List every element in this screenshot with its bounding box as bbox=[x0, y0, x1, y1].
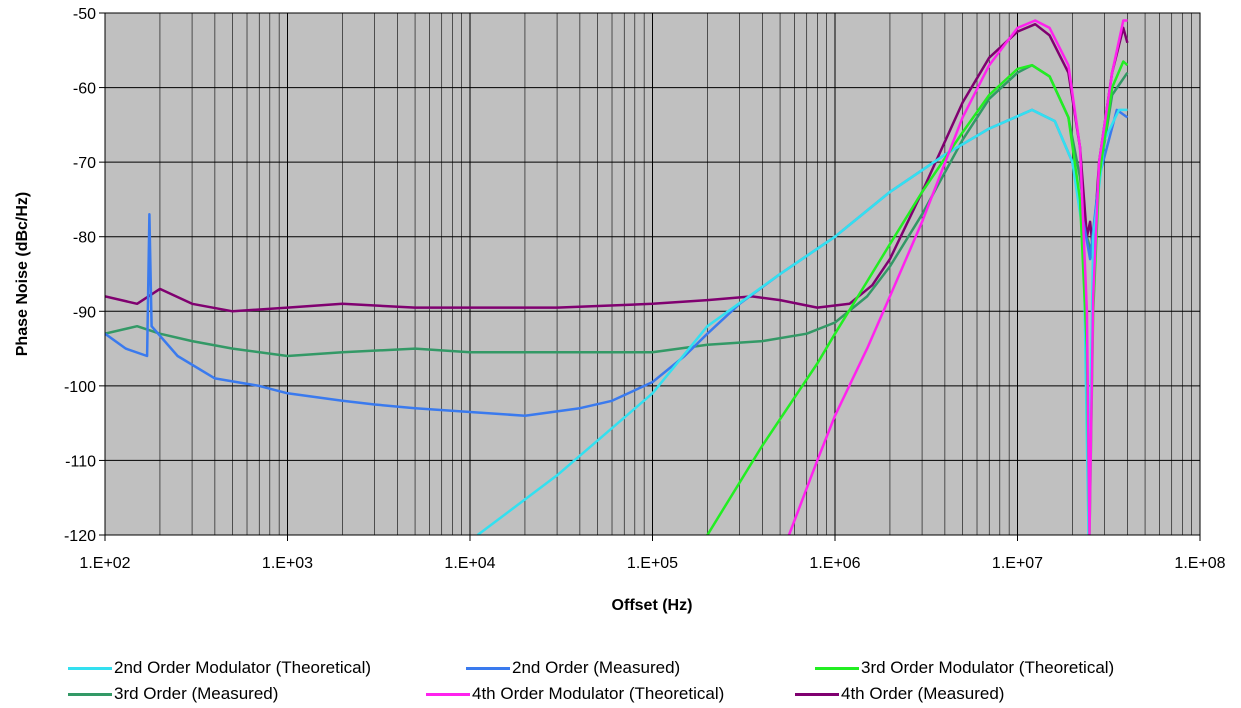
chart-legend: 2nd Order Modulator (Theoretical) 2nd Or… bbox=[60, 650, 1220, 708]
y-tick-label: -100 bbox=[64, 379, 96, 396]
x-tick-label: 1.E+03 bbox=[262, 555, 313, 572]
legend-label: 3rd Order Modulator (Theoretical) bbox=[861, 658, 1115, 677]
y-tick-labels: -50 -60 -70 -80 -90 -100 -110 -120 bbox=[64, 6, 105, 545]
x-tick-label: 1.E+06 bbox=[809, 555, 860, 572]
x-tick-label: 1.E+02 bbox=[79, 555, 130, 572]
legend-label: 3rd Order (Measured) bbox=[114, 684, 279, 703]
legend-item-4th-order-measured[interactable]: 4th Order (Measured) bbox=[795, 682, 1004, 706]
y-tick-label: -110 bbox=[65, 453, 96, 470]
series-line-4 bbox=[787, 19, 1128, 535]
y-tick-label: -80 bbox=[73, 230, 96, 247]
legend-label: 2nd Order (Measured) bbox=[512, 658, 681, 677]
series-layer bbox=[105, 19, 1129, 535]
legend-label: 4th Order Modulator (Theoretical) bbox=[472, 684, 725, 703]
x-tick-label: 1.E+07 bbox=[992, 555, 1043, 572]
x-axis-title: Offset (Hz) bbox=[612, 597, 693, 614]
x-tick-labels: 1.E+02 1.E+03 1.E+04 1.E+05 1.E+06 1.E+07 1.E+… bbox=[79, 535, 1226, 572]
legend-label: 2nd Order Modulator (Theoretical) bbox=[114, 658, 372, 677]
y-tick-label: -60 bbox=[73, 81, 96, 98]
legend-item-2nd-order-theoretical[interactable]: 2nd Order Modulator (Theoretical) bbox=[68, 656, 371, 680]
x-tick-label: 1.E+04 bbox=[444, 555, 495, 572]
legend-swatch bbox=[466, 666, 510, 670]
y-axis-title: Phase Noise (dBc/Hz) bbox=[14, 192, 31, 356]
legend-swatch bbox=[68, 692, 112, 696]
y-tick-label: -50 bbox=[73, 6, 96, 23]
x-tick-label: 1.E+08 bbox=[1174, 555, 1225, 572]
legend-swatch bbox=[815, 666, 859, 670]
series-line-5 bbox=[105, 22, 1129, 313]
legend-swatch bbox=[68, 666, 112, 670]
legend-item-3rd-order-measured[interactable]: 3rd Order (Measured) bbox=[68, 682, 278, 706]
y-tick-label: -120 bbox=[64, 528, 96, 545]
major-gridlines bbox=[104, 12, 1201, 536]
y-tick-label: -90 bbox=[73, 304, 96, 321]
legend-item-4th-order-theoretical[interactable]: 4th Order Modulator (Theoretical) bbox=[426, 682, 724, 706]
phase-noise-chart: 1.E+02 1.E+03 1.E+04 1.E+05 1.E+06 1.E+07 1.E+… bbox=[14, 6, 1226, 614]
legend-swatch bbox=[795, 692, 839, 696]
legend-label: 4th Order (Measured) bbox=[841, 684, 1005, 703]
legend-swatch bbox=[426, 692, 470, 696]
series-line-0 bbox=[476, 108, 1128, 535]
x-tick-label: 1.E+05 bbox=[627, 555, 678, 572]
y-tick-label: -70 bbox=[73, 155, 96, 172]
legend-item-3rd-order-theoretical[interactable]: 3rd Order Modulator (Theoretical) bbox=[815, 656, 1114, 680]
minor-gridlines bbox=[159, 13, 1192, 535]
legend-item-2nd-order-measured[interactable]: 2nd Order (Measured) bbox=[466, 656, 680, 680]
